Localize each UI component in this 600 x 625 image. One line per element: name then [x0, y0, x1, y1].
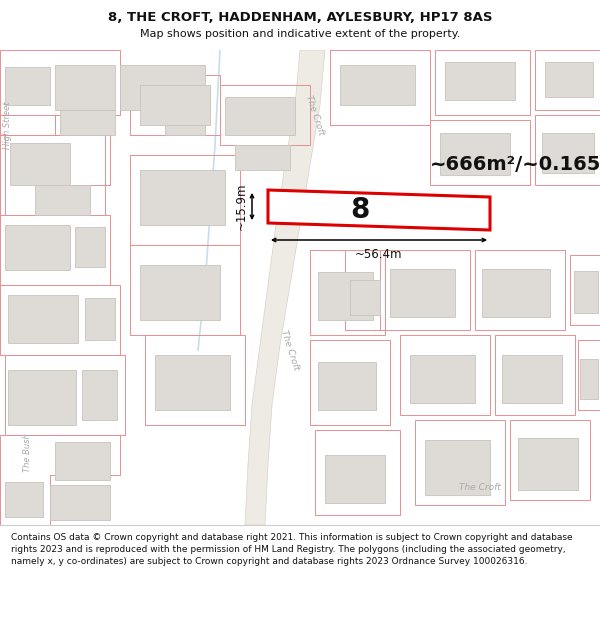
Bar	[542, 133, 594, 173]
Bar	[155, 355, 230, 410]
Bar	[390, 269, 455, 317]
Bar	[482, 269, 550, 317]
Bar	[140, 170, 225, 225]
Bar	[60, 110, 115, 135]
Bar	[82, 370, 117, 420]
Text: The Bush: The Bush	[23, 434, 32, 472]
Text: ~15.9m: ~15.9m	[235, 182, 248, 230]
Bar	[580, 359, 598, 399]
Polygon shape	[245, 50, 325, 525]
Bar	[445, 62, 515, 100]
Polygon shape	[268, 190, 490, 230]
Bar	[325, 455, 385, 503]
Bar	[5, 67, 50, 105]
Text: The Croft: The Croft	[304, 94, 326, 136]
Text: ~56.4m: ~56.4m	[355, 248, 403, 261]
Bar	[318, 362, 376, 410]
Text: Contains OS data © Crown copyright and database right 2021. This information is : Contains OS data © Crown copyright and d…	[11, 533, 572, 566]
Text: The Croft: The Croft	[459, 482, 501, 491]
Bar	[340, 65, 415, 105]
Text: High Street: High Street	[4, 101, 13, 149]
Bar	[5, 482, 43, 517]
Bar	[410, 355, 475, 403]
Bar	[10, 143, 70, 185]
Bar	[35, 185, 90, 215]
Bar	[425, 440, 490, 495]
Bar	[574, 271, 598, 313]
Bar	[318, 272, 373, 320]
Text: 8, THE CROFT, HADDENHAM, AYLESBURY, HP17 8AS: 8, THE CROFT, HADDENHAM, AYLESBURY, HP17…	[108, 11, 492, 24]
Bar	[8, 370, 76, 425]
Bar	[8, 295, 78, 343]
Bar	[120, 65, 205, 110]
Bar	[350, 280, 380, 315]
Text: 8: 8	[350, 196, 370, 224]
Bar	[502, 355, 562, 403]
Bar	[518, 438, 578, 490]
Text: ~666m²/~0.165ac.: ~666m²/~0.165ac.	[430, 156, 600, 174]
Bar	[75, 227, 105, 267]
Bar	[5, 225, 70, 270]
Bar	[165, 110, 205, 135]
Bar	[545, 62, 593, 97]
Bar	[50, 485, 110, 520]
Bar	[235, 145, 290, 170]
Bar	[225, 97, 295, 135]
Bar	[55, 65, 115, 110]
Bar	[140, 85, 210, 125]
Text: The Croft: The Croft	[279, 329, 301, 371]
Text: Map shows position and indicative extent of the property.: Map shows position and indicative extent…	[140, 29, 460, 39]
Bar	[440, 133, 510, 175]
Bar	[140, 265, 220, 320]
Bar	[55, 442, 110, 480]
Bar	[85, 298, 115, 340]
